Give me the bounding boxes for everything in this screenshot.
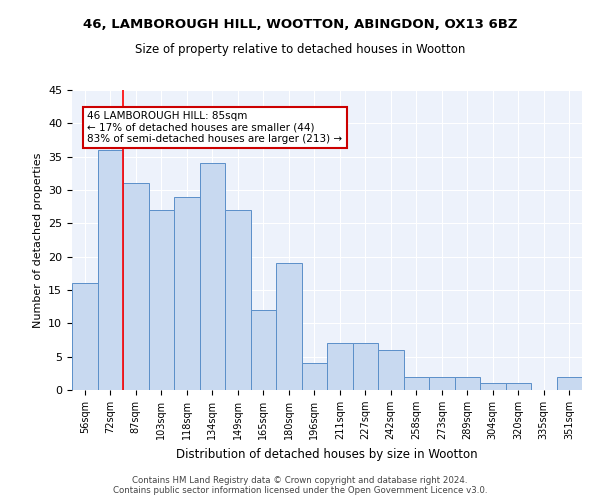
Text: Size of property relative to detached houses in Wootton: Size of property relative to detached ho… bbox=[135, 42, 465, 56]
Bar bbox=[327, 344, 353, 390]
Bar bbox=[455, 376, 480, 390]
Bar bbox=[505, 384, 531, 390]
Text: 46, LAMBOROUGH HILL, WOOTTON, ABINGDON, OX13 6BZ: 46, LAMBOROUGH HILL, WOOTTON, ABINGDON, … bbox=[83, 18, 517, 30]
Bar bbox=[97, 150, 123, 390]
Text: 46 LAMBOROUGH HILL: 85sqm
← 17% of detached houses are smaller (44)
83% of semi-: 46 LAMBOROUGH HILL: 85sqm ← 17% of detac… bbox=[88, 111, 343, 144]
Bar bbox=[302, 364, 327, 390]
Bar bbox=[225, 210, 251, 390]
Bar bbox=[404, 376, 429, 390]
Bar bbox=[378, 350, 404, 390]
Bar bbox=[174, 196, 199, 390]
Bar bbox=[199, 164, 225, 390]
Bar bbox=[276, 264, 302, 390]
X-axis label: Distribution of detached houses by size in Wootton: Distribution of detached houses by size … bbox=[176, 448, 478, 460]
Bar bbox=[353, 344, 378, 390]
Bar bbox=[123, 184, 149, 390]
Bar bbox=[429, 376, 455, 390]
Text: Contains HM Land Registry data © Crown copyright and database right 2024.: Contains HM Land Registry data © Crown c… bbox=[132, 476, 468, 485]
Bar bbox=[72, 284, 97, 390]
Bar bbox=[480, 384, 505, 390]
Text: Contains public sector information licensed under the Open Government Licence v3: Contains public sector information licen… bbox=[113, 486, 487, 495]
Bar bbox=[251, 310, 276, 390]
Bar bbox=[149, 210, 174, 390]
Y-axis label: Number of detached properties: Number of detached properties bbox=[32, 152, 43, 328]
Bar bbox=[557, 376, 582, 390]
